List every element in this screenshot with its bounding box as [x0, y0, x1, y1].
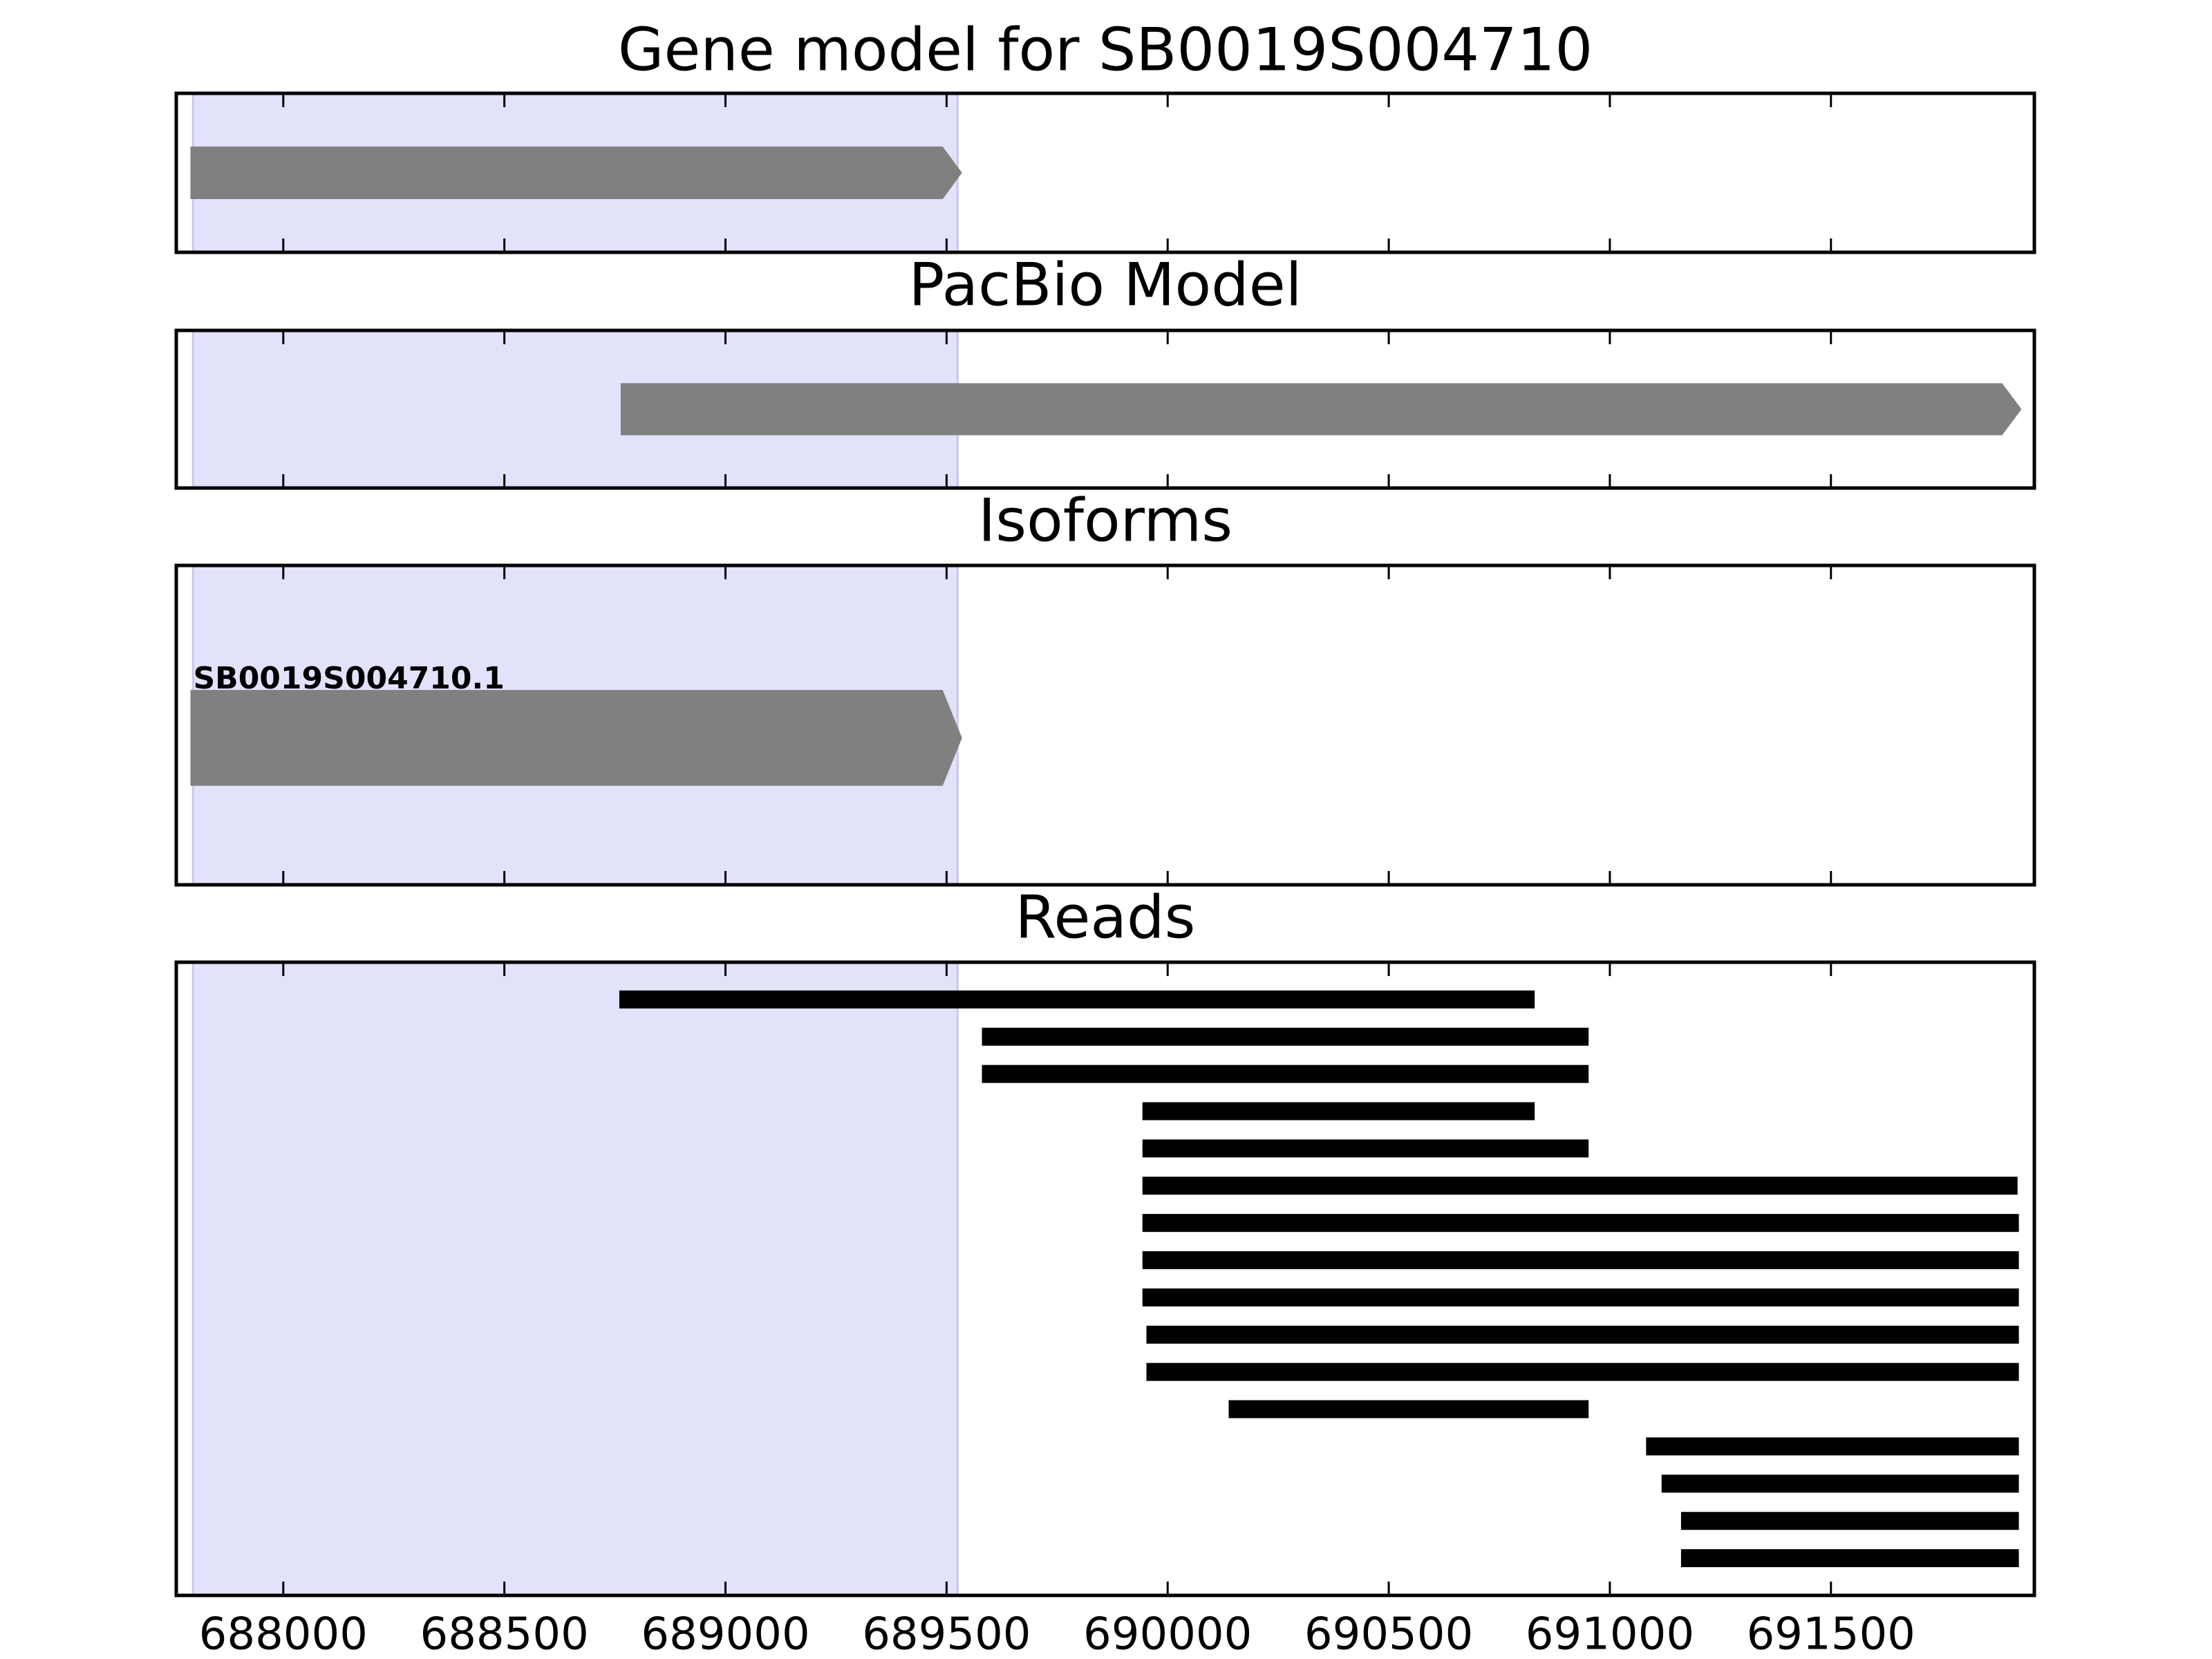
read: [1661, 1474, 2019, 1493]
x-tick-label: 691000: [1526, 1609, 1694, 1659]
isoform-label: SB0019S004710.1: [193, 661, 504, 696]
read: [1142, 1102, 1535, 1121]
x-tick-label: 691500: [1747, 1609, 1915, 1659]
x-tick-label: 690500: [1304, 1609, 1473, 1659]
x-tick-label: 688500: [420, 1609, 588, 1659]
axes-frame: [174, 91, 2036, 254]
read: [1146, 1362, 2019, 1381]
read: [1146, 1325, 2019, 1344]
read: [1142, 1214, 2019, 1232]
gene-feature: [190, 690, 962, 786]
read: [1142, 1288, 2019, 1306]
read: [1646, 1437, 2019, 1456]
gene-feature: [620, 383, 2022, 435]
panel-title: Gene model for SB0019S004710: [618, 15, 1593, 84]
x-tick-label: 689500: [862, 1609, 1031, 1659]
read: [1142, 1251, 2019, 1270]
axes-frame: [174, 960, 2036, 1597]
axes-frame: [174, 563, 2036, 887]
x-tick-label: 689000: [641, 1609, 809, 1659]
axes-frame: [174, 328, 2036, 490]
gene-feature: [190, 147, 962, 199]
read: [1680, 1549, 2019, 1568]
read: [982, 1065, 1589, 1083]
read: [1680, 1512, 2019, 1530]
x-tick-label: 690000: [1083, 1609, 1252, 1659]
read: [1228, 1400, 1589, 1418]
read: [619, 990, 1535, 1009]
read: [1142, 1177, 2018, 1195]
panel-title: Isoforms: [978, 486, 1232, 555]
x-tick-label: 688000: [199, 1609, 368, 1659]
read: [1142, 1139, 1589, 1158]
panel-title: Reads: [1015, 883, 1196, 952]
read: [982, 1027, 1589, 1046]
highlight-region: [191, 961, 959, 1597]
panel-title: PacBio Model: [908, 250, 1302, 319]
